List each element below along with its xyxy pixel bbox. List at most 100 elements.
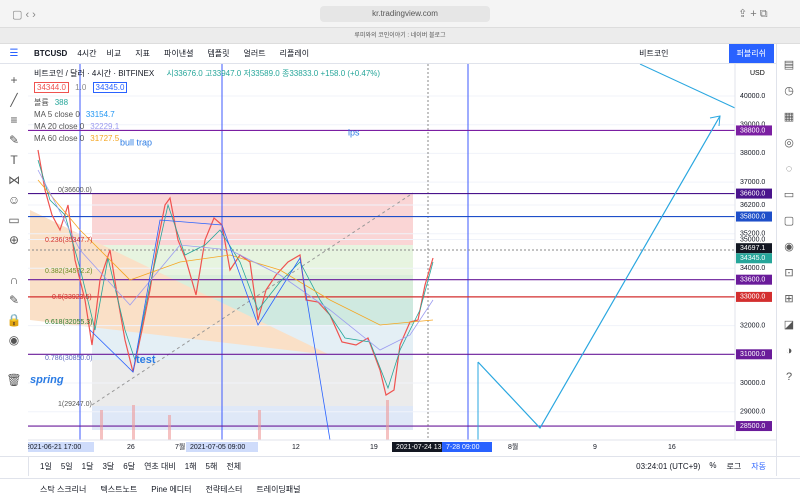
x-tick-label: 8월 [508, 442, 518, 451]
triangle-zone [30, 210, 330, 355]
study: 볼륨 388 [34, 97, 380, 109]
y-tick-label: 29000.0 [740, 409, 765, 416]
bottom-tab[interactable]: Pine 에디터 [151, 485, 192, 494]
range-button[interactable]: 5해 [205, 462, 218, 471]
url-bar[interactable]: kr.tradingview.com [320, 6, 490, 22]
drawing-tools[interactable]: + ╱ ≡ ✎ T ⋈ ☺ ▭ ⊕ ∩ ✎ 🔒 ◉ 🗑 [6, 73, 22, 387]
arrow-head [709, 115, 721, 127]
publish-button[interactable]: 퍼블리쉬 [728, 44, 774, 63]
annotation: lps [348, 127, 360, 137]
range-button[interactable]: 연초 대비 [144, 462, 176, 471]
toolbar-item[interactable]: 얼러트 [243, 49, 266, 58]
range-bar: 1일 5일 1달 3달 6달 연초 대비 1해 5해 전체 03:24:01 (UTC+9) %… [0, 456, 800, 476]
legend-row: 34344.0 1.0 34345.0 [34, 82, 380, 94]
fib-trend [91, 192, 414, 406]
study-value: 31727.5 [90, 134, 120, 143]
scale-option[interactable]: 자동 [751, 462, 766, 471]
currency[interactable]: USD [750, 70, 765, 77]
right-sidebar: ▤ ◷ ▦ ◎ ◌ ▭ ▢ ◉ ⊡ ⊞ ◪ ◑? [776, 44, 800, 476]
toolbar-item[interactable]: 파이낸셜 [163, 49, 194, 58]
bottom-tab[interactable]: 트레이딩패널 [256, 485, 301, 494]
x-tick-label: 7-28 09:00 [446, 444, 480, 451]
ask[interactable]: 34345.0 [92, 82, 128, 93]
fib-zone [92, 193, 413, 245]
y-tick-label: 37000.0 [740, 179, 765, 186]
fib-label: 1(29247.0) [58, 401, 92, 408]
y-tick-label: 39000.0 [740, 122, 765, 129]
bid[interactable]: 34344.0 [34, 82, 69, 93]
legend: 비트코인 / 달러 · 4시간 · BITFINEX 시33676.0 고339… [34, 68, 380, 145]
range-button[interactable]: 6달 [123, 462, 136, 471]
x-tick-label: 2021-07-24 13:00 [396, 444, 451, 451]
price-axis-labels: 40000.0 39000.0 38000.0 37000.0 36200.0 35200… [736, 93, 772, 432]
legend-row: 비트코인 / 달러 · 4시간 · BITFINEX 시33676.0 고339… [34, 68, 380, 80]
bottom-tab[interactable]: 텍스트노트 [100, 485, 138, 494]
browser-nav[interactable]: ▢ ‹ › [12, 9, 36, 21]
x-tick-label: 16 [668, 444, 676, 451]
level-label: 35800.0 [740, 213, 765, 220]
drawing-toolbar: + ╱ ≡ ✎ T ⋈ ☺ ▭ ⊕ ∩ ✎ 🔒 ◉ 🗑 [0, 64, 29, 476]
level-tag [736, 349, 772, 360]
ma-line [37, 169, 434, 351]
annotations: bull trap lps test spring [30, 127, 360, 386]
layout-name[interactable]: 비트코인 [639, 49, 669, 58]
annotation: test [136, 354, 156, 366]
ranges: 1일 5일 1달 3달 6달 연초 대비 1해 5해 전체 [40, 461, 241, 472]
chart: 0(36600.0) 0.236(35347.7) 0.382(34572.2) 0.… [28, 64, 776, 456]
symbol[interactable]: BTCUSD [34, 49, 68, 58]
x-tick-label: 9 [593, 444, 597, 451]
price-tag [736, 243, 772, 254]
bottom-tab[interactable]: 스탁 스크리너 [40, 485, 87, 494]
time-tag [392, 442, 464, 452]
fib-label: 0.382(34572.2) [45, 268, 92, 275]
y-tick-label: 38000.0 [740, 150, 765, 157]
toolbar-item[interactable]: 지표 [135, 49, 150, 58]
x-tick-label: 12 [292, 444, 300, 451]
toolbar-item[interactable]: 리플레이 [279, 49, 310, 58]
study-value: 388 [54, 98, 69, 107]
studies: 볼륨 388 MA 5 close 0 33154.7 MA 20 close 0 322… [34, 97, 380, 145]
fib-label: 0.786(30850.0) [45, 355, 92, 362]
x-tick-label: 2021-06-21 17:00 [28, 444, 81, 451]
volume-bar [258, 410, 261, 440]
level-tag [736, 211, 772, 222]
x-tick-label: 7월 [175, 442, 185, 451]
fib-label: 0(36600.0) [58, 187, 92, 194]
fib-label: 0.236(35347.7) [45, 237, 92, 244]
level-label: 38800.0 [740, 127, 765, 134]
toolbar-item[interactable]: 비교 [106, 49, 122, 58]
browser-bar: ▢ ‹ › kr.tradingview.com ⇪ + ⧉ [0, 0, 800, 28]
range-button[interactable]: 1일 [40, 462, 52, 471]
study-value: 33154.7 [85, 110, 115, 119]
level-tag [736, 125, 772, 136]
scale-option[interactable]: % [709, 461, 717, 470]
time-axis-labels: 2021-06-21 17:00 26 7월 2021-07-05 09:00 12 19… [28, 442, 676, 452]
interval[interactable]: 4시간 [77, 49, 97, 58]
time-tag [442, 442, 492, 452]
x-tick-label: 26 [127, 444, 135, 451]
browser-actions[interactable]: ⇪ + ⧉ [738, 8, 768, 20]
toolbar-item[interactable]: 템플릿 [207, 49, 230, 58]
browser-tab[interactable]: 루미와의 코인이야기 : 네이버 블로그 [354, 33, 446, 39]
y-tick-label: 35200.0 [740, 231, 765, 238]
study-name: MA 60 close 0 [34, 134, 85, 143]
price-label: 34697.1 [740, 245, 765, 252]
spread: 1.0 [75, 83, 87, 92]
scale-option[interactable]: 로그 [726, 462, 742, 471]
toolbar-items: 비교 지표 파이낸셜 템플릿 얼러트 리플레이 [107, 48, 310, 59]
study-value: 32229.1 [90, 122, 120, 131]
range-button[interactable]: 전체 [226, 462, 242, 471]
menu-button[interactable]: ☰ [9, 48, 19, 59]
annotation: bull trap [120, 137, 152, 147]
range-button[interactable]: 5일 [60, 462, 73, 471]
y-tick-label: 35000.0 [740, 236, 765, 243]
range-button[interactable]: 1달 [81, 462, 94, 471]
range-button[interactable]: 3달 [102, 462, 115, 471]
sidebar-icons[interactable]: ▤ ◷ ▦ ◎ ◌ ▭ ▢ ◉ ⊡ ⊞ ◪ ◑? [783, 59, 795, 383]
range-button[interactable]: 1해 [184, 462, 197, 471]
bottom-tab[interactable]: 전략테스터 [205, 485, 243, 494]
price-trace [37, 159, 434, 390]
fib-labels: 0(36600.0) 0.236(35347.7) 0.382(34572.2) 0.… [45, 187, 92, 408]
volume-bar [168, 415, 171, 440]
